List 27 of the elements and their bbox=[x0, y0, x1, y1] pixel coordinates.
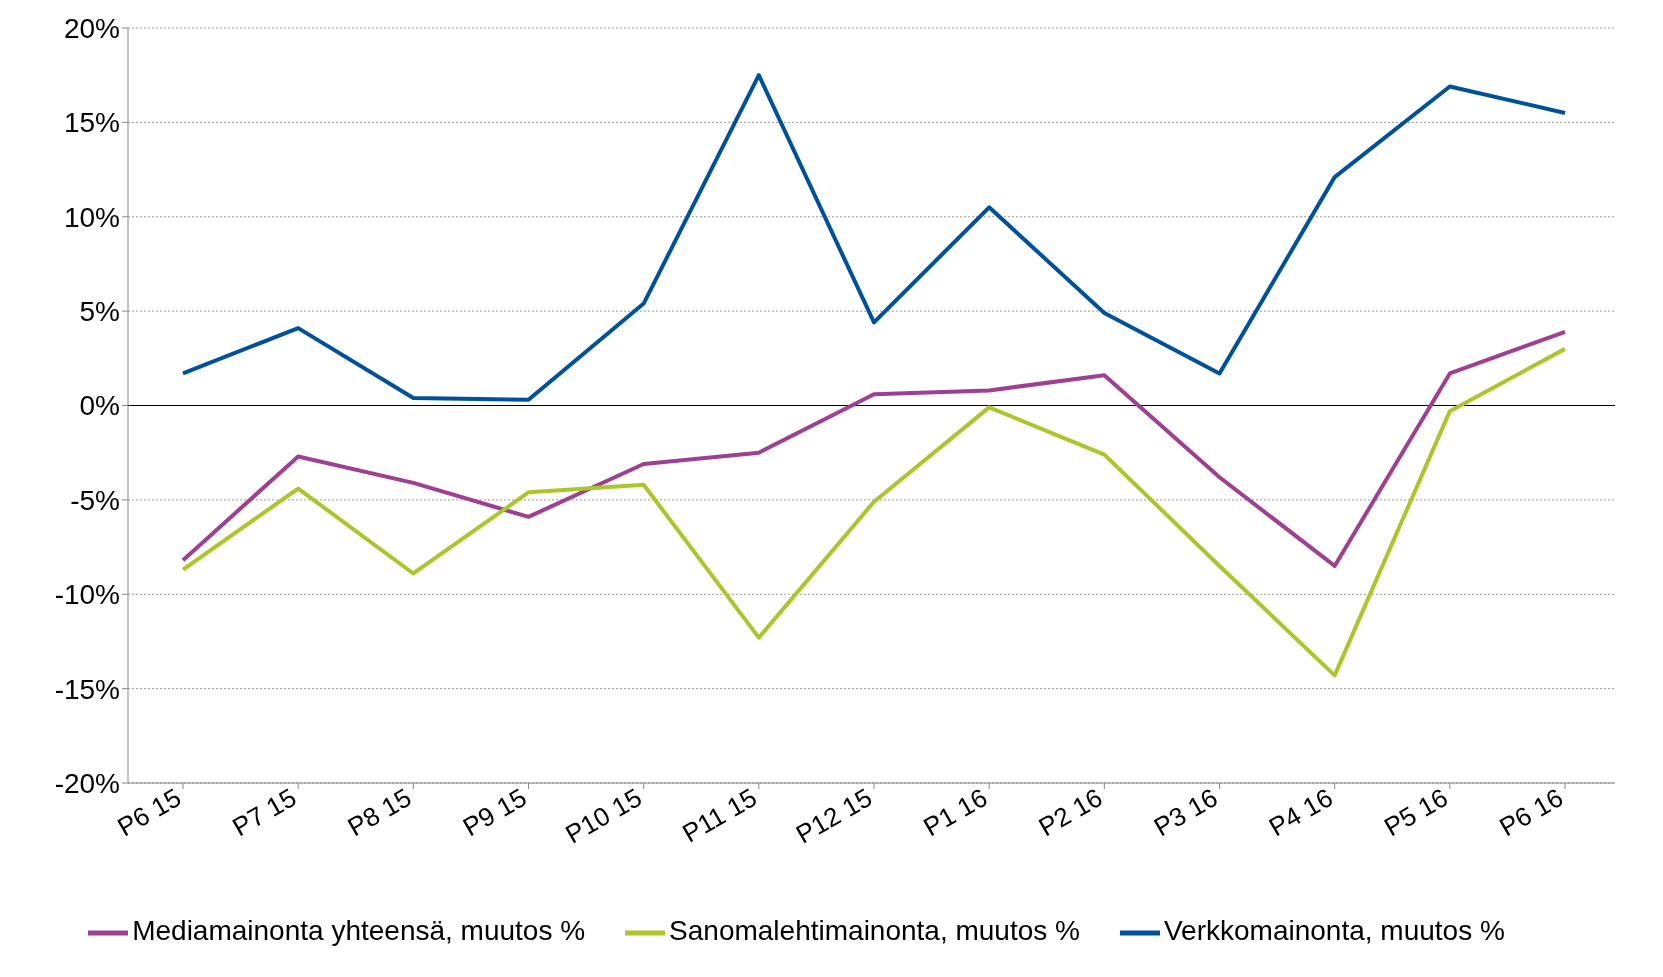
x-tick-label: P1 16 bbox=[918, 782, 993, 843]
y-tick-label: 20% bbox=[63, 12, 120, 44]
y-tick-label: 10% bbox=[63, 201, 120, 233]
y-tick-label: -10% bbox=[54, 579, 120, 611]
x-tick-label: P4 16 bbox=[1263, 782, 1338, 843]
legend-label: Verkkomainonta, muutos % bbox=[1163, 915, 1505, 947]
line-series bbox=[181, 73, 1567, 402]
line-series bbox=[181, 329, 1567, 568]
y-tick-label: 5% bbox=[79, 296, 120, 328]
x-tick-label: P12 15 bbox=[790, 782, 877, 850]
x-tick-label: P10 15 bbox=[560, 782, 647, 850]
x-tick-label: P3 16 bbox=[1148, 782, 1223, 843]
x-tick-label: P8 15 bbox=[342, 782, 417, 843]
x-tick-label: P9 15 bbox=[457, 782, 532, 843]
legend-label: Mediamainonta yhteensä, muutos % bbox=[132, 915, 586, 947]
y-tick-label: -20% bbox=[54, 767, 120, 799]
x-tick-label: P6 16 bbox=[1494, 782, 1568, 843]
y-tick-label: 15% bbox=[63, 107, 120, 139]
x-tick-label: P5 16 bbox=[1378, 782, 1453, 843]
y-tick-label: -15% bbox=[54, 673, 120, 705]
x-tick-label: P11 15 bbox=[677, 782, 762, 849]
line-series bbox=[181, 346, 1567, 678]
legend-label: Sanomalehtimainonta, muutos % bbox=[669, 915, 1080, 947]
x-tick-label: P2 16 bbox=[1033, 782, 1108, 843]
y-tick-label: -5% bbox=[70, 484, 120, 516]
x-tick-label: P7 15 bbox=[227, 782, 302, 843]
y-tick-label: 0% bbox=[79, 390, 120, 422]
